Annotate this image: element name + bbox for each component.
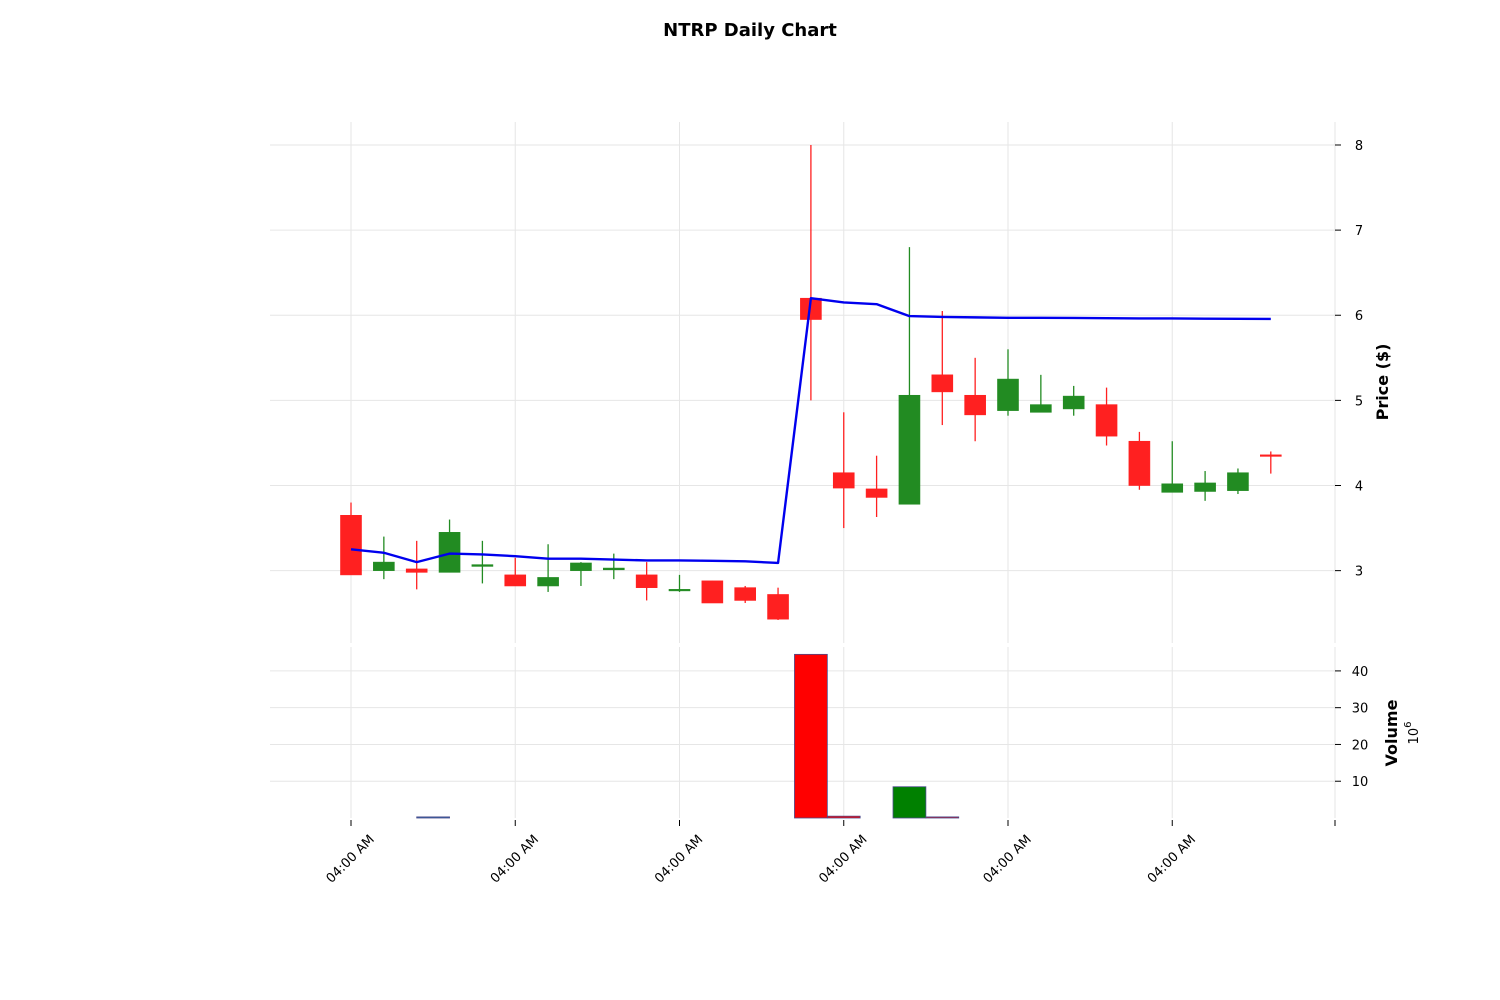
price-tick-label: 7 xyxy=(1355,224,1363,239)
chart-title: NTRP Daily Chart xyxy=(663,20,837,41)
candle-body-down xyxy=(931,374,954,393)
volume-scale-base: 10 xyxy=(1407,728,1422,745)
candle-body-up xyxy=(1030,404,1052,413)
volume-axis-label: Volume xyxy=(1382,699,1401,766)
candle-body-down xyxy=(832,472,855,489)
moving-average-line xyxy=(350,297,1271,565)
price-grid xyxy=(270,122,1336,643)
candle-body-down xyxy=(1260,454,1282,457)
volume-bar xyxy=(925,816,960,819)
price-axis: 3 4 5 6 7 8 xyxy=(1335,139,1363,580)
candle-body-up xyxy=(898,394,921,505)
volume-bar xyxy=(892,786,927,819)
candle-body-down xyxy=(734,587,757,601)
x-tick-label: 04:00 AM xyxy=(981,832,1035,886)
volume-bars xyxy=(416,653,960,819)
candle-body-down xyxy=(1128,440,1151,486)
candle-body-up xyxy=(997,378,1019,411)
volume-bar xyxy=(416,816,450,819)
candle-body-up xyxy=(1194,482,1216,492)
price-axis-label: Price ($) xyxy=(1373,344,1392,421)
x-axis: 04:00 AM 04:00 AM 04:00 AM 04:00 AM 04:00 AM… xyxy=(324,820,1336,886)
candle-body-down xyxy=(865,488,888,498)
candle-body-down xyxy=(767,594,789,620)
candle-body-down xyxy=(1095,404,1118,437)
price-tick-label: 8 xyxy=(1355,139,1363,154)
candle-body-down xyxy=(504,574,527,587)
candle-body-down xyxy=(635,574,658,588)
volume-bar xyxy=(826,815,861,819)
candle-body-up xyxy=(570,562,592,571)
x-tick-label: 04:00 AM xyxy=(816,832,870,886)
volume-axis: 10 20 30 40 xyxy=(1335,665,1368,790)
candle-body-down xyxy=(701,580,724,604)
candle-body-up xyxy=(438,532,461,573)
candle-body-up xyxy=(1227,472,1249,491)
price-tick-label: 5 xyxy=(1355,394,1363,409)
candle-body-up xyxy=(1062,395,1085,410)
volume-tick-label: 20 xyxy=(1352,738,1369,753)
price-tick-label: 6 xyxy=(1355,309,1363,324)
candle-body-down xyxy=(964,394,986,416)
volume-bar xyxy=(794,653,828,819)
volume-tick-label: 30 xyxy=(1352,702,1369,717)
volume-scale-exponent: 6 xyxy=(1403,722,1414,728)
candle-body-up xyxy=(1161,483,1184,493)
candle-body-up xyxy=(471,564,494,567)
moving-average xyxy=(350,297,1271,565)
volume-tick-label: 10 xyxy=(1352,775,1369,790)
candle-body-up xyxy=(668,589,691,592)
volume-tick-label: 40 xyxy=(1352,665,1369,680)
x-tick-label: 04:00 AM xyxy=(488,832,542,886)
candle-body-up xyxy=(602,567,625,571)
candles xyxy=(340,144,1282,621)
candle-body-down xyxy=(405,568,428,573)
candle-body-up xyxy=(537,577,559,587)
x-tick-label: 04:00 AM xyxy=(652,832,706,886)
candle-body-down xyxy=(340,515,362,576)
candle-body-up xyxy=(373,561,395,571)
volume-scale-label: 106 xyxy=(1403,722,1422,745)
price-tick-label: 3 xyxy=(1355,565,1363,580)
x-tick-label: 04:00 AM xyxy=(1145,832,1199,886)
price-tick-label: 4 xyxy=(1355,480,1363,495)
x-tick-label: 04:00 AM xyxy=(324,832,378,886)
